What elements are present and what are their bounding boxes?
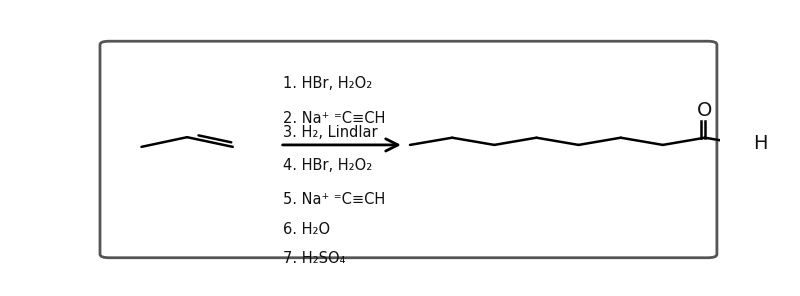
Text: O: O xyxy=(698,101,713,120)
Text: H: H xyxy=(754,134,768,153)
Text: 1. HBr, H₂O₂: 1. HBr, H₂O₂ xyxy=(283,76,372,91)
Text: 6. H₂O: 6. H₂O xyxy=(283,222,330,237)
Text: 4. HBr, H₂O₂: 4. HBr, H₂O₂ xyxy=(283,158,372,173)
Text: 2. Na⁺ ⁼C≡CH: 2. Na⁺ ⁼C≡CH xyxy=(283,111,386,126)
Text: 3. H₂, Lindlar: 3. H₂, Lindlar xyxy=(283,125,378,140)
Text: 7. H₂SO₄: 7. H₂SO₄ xyxy=(283,251,346,266)
Text: 5. Na⁺ ⁼C≡CH: 5. Na⁺ ⁼C≡CH xyxy=(283,192,385,207)
FancyBboxPatch shape xyxy=(100,41,717,258)
